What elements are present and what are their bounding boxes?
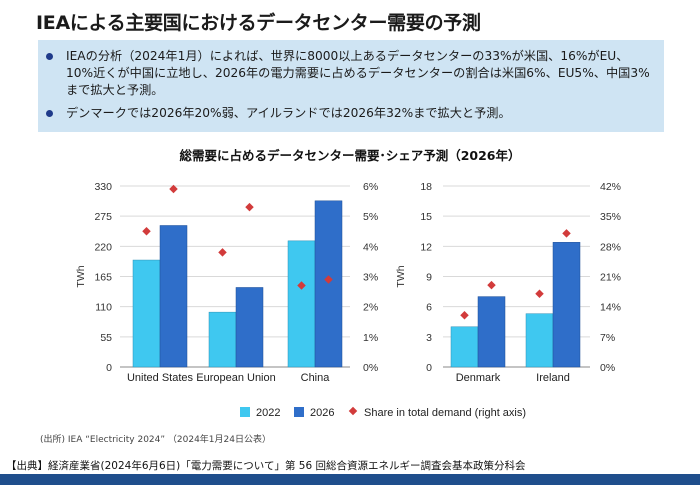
y2-tick-label: 4% [363,241,378,253]
bullet-dot-icon [46,110,53,117]
share-marker [297,281,306,290]
y-tick-label: 330 [94,181,112,193]
summary-box: IEAの分析（2024年1月）によれば、世界に8000以上あるデータセンターの3… [38,40,664,132]
datacenter-demand-chart: 総需要に占めるデータセンター需要･シェア予測（2026年） 0 55 110 165 2… [75,148,621,419]
chart-title: 総需要に占めるデータセンター需要･シェア予測（2026年） [179,148,520,163]
legend-swatch-2026 [294,407,304,417]
y2-tick-label: 0% [363,362,378,374]
y-tick-label: 15 [420,211,432,223]
share-marker [460,311,469,320]
legend-label-share: Share in total demand (right axis) [364,407,526,419]
bullet-text-2: デンマークでは2026年20%弱、アイルランドでは2026年32%まで拡大と予測… [66,106,511,120]
y-tick-label: 9 [426,272,432,284]
share-marker [245,202,254,212]
share-marker [562,229,571,238]
bar-2022 [450,326,479,368]
y2-tick-label: 3% [363,272,378,284]
x-tick-label: European Union [196,372,276,384]
y2-tick-label: 14% [600,302,621,314]
share-marker [324,275,333,284]
chart-footnote: (出所) IEA “Electricity 2024” （2024年1月24日公… [40,435,271,445]
y-tick-label: 0 [426,362,432,374]
legend-diamond-icon [348,406,358,416]
bar-2022 [287,240,316,368]
y-tick-label: 6 [426,302,432,314]
y-tick-label: 0 [106,362,112,374]
y2-tick-label: 0% [600,362,615,374]
y-tick-label: 165 [94,272,112,284]
bar-2026 [159,225,188,368]
x-tick-label: China [301,372,331,384]
y-tick-label: 18 [420,181,432,193]
legend-label-2026: 2026 [310,407,334,419]
legend-swatch-2022 [240,407,250,417]
bar-2026 [235,287,264,368]
bottom-bar [0,474,700,485]
y-tick-label: 3 [426,332,432,344]
bar-2026 [477,296,506,368]
bar-2026 [552,242,581,368]
bar-2022 [525,313,554,368]
x-tick-label: United States [127,372,194,384]
source-citation: 【出典】経済産業省(2024年6月6日)「電力需要について」第 56 回総合資源… [6,460,526,472]
y-tick-label: 275 [94,211,112,223]
share-marker [142,227,151,236]
legend-label-2022: 2022 [256,407,280,419]
share-marker [487,280,496,290]
y-tick-label: 12 [420,241,432,253]
y-tick-label: 110 [95,302,112,314]
share-marker [218,248,227,257]
bar-2022 [208,311,237,368]
y2-tick-label: 1% [363,332,378,344]
bullet-item-1: IEAの分析（2024年1月）によれば、世界に8000以上あるデータセンターの3… [46,48,652,99]
y-axis-label: TWh [395,265,407,287]
y-tick-label: 220 [94,241,112,253]
bar-2022 [132,259,161,368]
y2-tick-label: 42% [600,181,621,193]
chart-legend: 2022 2026 Share in total demand (right a… [240,406,526,419]
page-title: IEAによる主要国におけるデータセンター需要の予測 [36,12,481,34]
y2-tick-label: 28% [600,241,621,253]
y2-tick-label: 2% [363,302,378,314]
y2-tick-label: 5% [363,211,378,223]
x-tick-label: Ireland [536,372,570,384]
y-axis-label: TWh [75,265,87,287]
y2-tick-label: 7% [600,332,615,344]
bar-2026 [314,200,343,368]
y-tick-label: 55 [100,332,112,344]
bullet-item-2: デンマークでは2026年20%弱、アイルランドでは2026年32%まで拡大と予測… [46,105,652,122]
bullet-dot-icon [46,53,53,60]
y2-tick-label: 35% [600,211,621,223]
y2-tick-label: 6% [363,181,378,193]
y2-tick-label: 21% [600,272,621,284]
x-tick-label: Denmark [456,372,501,384]
bullet-text-1: IEAの分析（2024年1月）によれば、世界に8000以上あるデータセンターの3… [66,49,650,97]
share-marker [535,289,544,298]
